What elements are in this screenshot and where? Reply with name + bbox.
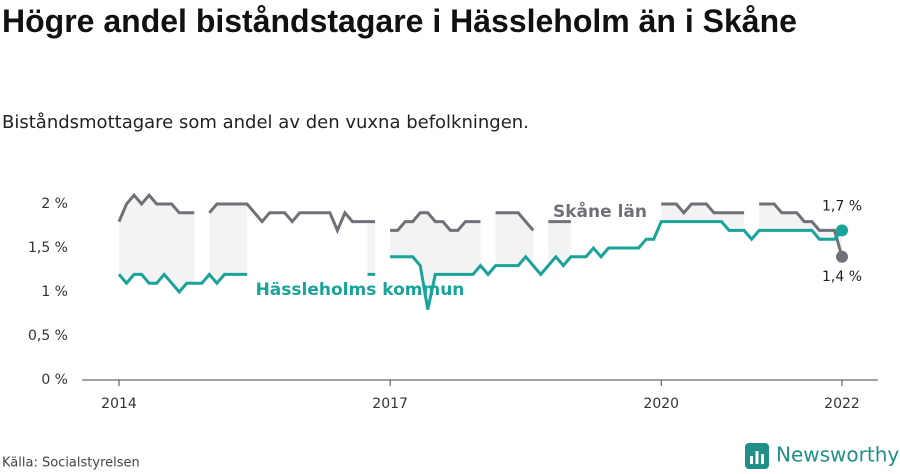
y-tick-label: 1 % [41,284,68,300]
y-tick-label: 0,5 % [28,328,68,344]
gap-shade [548,221,571,266]
gap-shade [119,195,195,292]
gap-shade [367,221,376,275]
x-tick-label: 2017 [372,396,408,412]
end-dot [836,250,848,263]
logo-bar [750,456,753,464]
end-dot [836,224,848,237]
series-label: Hässleholms kommun [256,280,465,300]
y-tick-label: 2 % [41,196,68,212]
x-tick-label: 2022 [824,396,860,412]
brand-name: Newsworthy [776,443,899,467]
chart-subtitle: Biståndsmottagare som andel av den vuxna… [2,112,529,133]
x-tick-label: 2014 [101,396,137,412]
x-tick-label: 2020 [643,396,679,412]
gap-shade [209,204,248,284]
series-label: Skåne län [553,200,647,222]
gap-shade [661,204,745,231]
brand-logo: Newsworthy [745,443,899,469]
source: Källa: Socialstyrelsen [2,456,140,471]
value-label: 1,7 % [822,198,862,214]
series-line [117,220,844,310]
chart-title: Högre andel biståndstagare i Hässleholm … [2,3,797,39]
logo-bar [761,454,764,464]
gap-shade [495,212,534,266]
logo-bar [755,451,759,464]
y-tick-label: 1,5 % [28,240,68,256]
gap-shade [390,212,481,310]
value-label: 1,4 % [822,269,862,285]
series-line [117,192,844,258]
y-tick-label: 0 % [41,372,68,388]
